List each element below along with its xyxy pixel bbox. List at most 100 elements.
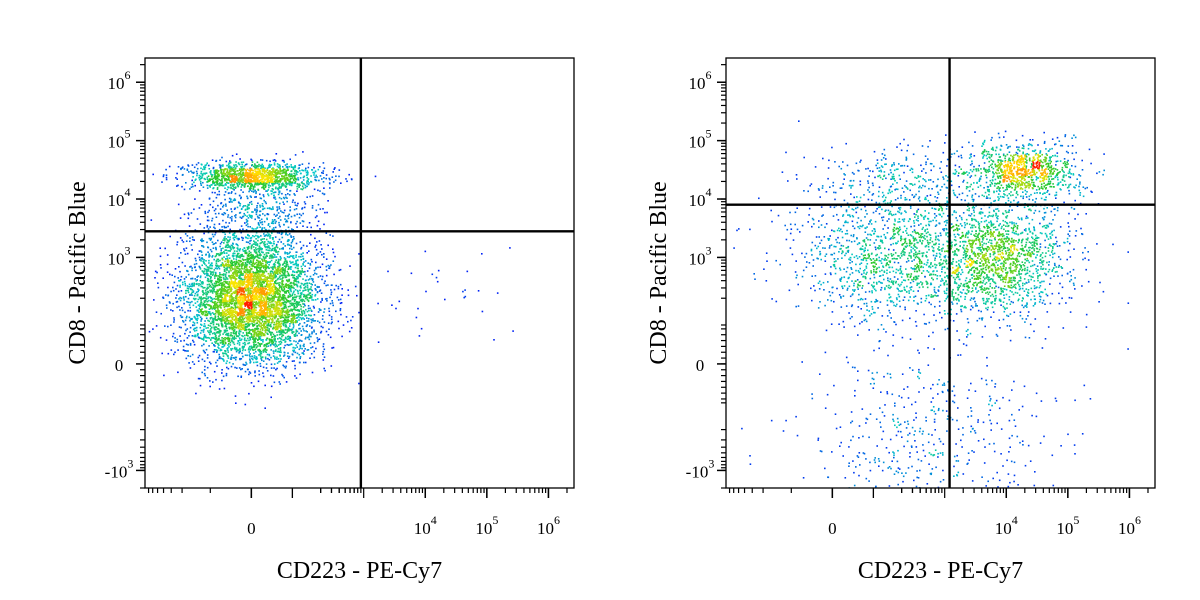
event-dot [245, 241, 248, 243]
event-dot [254, 218, 256, 221]
event-dot [325, 177, 327, 180]
event-dot [249, 240, 251, 242]
event-dot [194, 327, 197, 329]
event-dot [266, 217, 268, 220]
event-dot [207, 211, 209, 214]
event-dot [293, 283, 295, 285]
event-dot [215, 265, 218, 268]
event-dot [272, 266, 274, 268]
event-dot [228, 282, 231, 285]
event-dot [288, 182, 290, 184]
event-dot [251, 185, 254, 187]
event-dot [259, 268, 262, 270]
event-dot [309, 195, 311, 198]
event-dot [249, 323, 251, 325]
event-dot [209, 264, 212, 267]
event-dot [261, 228, 263, 230]
event-dot [189, 367, 192, 369]
event-dot [261, 241, 263, 244]
event-dot [221, 285, 224, 287]
event-dot [300, 282, 303, 285]
event-dot [276, 176, 278, 178]
event-dot [201, 257, 203, 260]
event-dot [171, 274, 173, 276]
event-dot [305, 325, 308, 327]
event-dot [285, 174, 287, 177]
event-dot [202, 302, 205, 305]
event-dot [279, 215, 281, 218]
event-dot [268, 233, 270, 235]
event-dot [280, 286, 282, 288]
event-dot [239, 275, 241, 278]
event-dot [321, 275, 324, 278]
event-dot [191, 269, 193, 272]
event-dot [250, 217, 253, 219]
event-dot [284, 367, 287, 369]
event-dot [234, 303, 236, 305]
event-dot [327, 244, 329, 247]
event-dot [180, 340, 182, 342]
event-dot [248, 235, 250, 237]
event-dot [301, 317, 303, 320]
event-dot [153, 299, 155, 301]
event-dot [215, 303, 218, 305]
event-dot [294, 266, 297, 269]
event-dot [250, 263, 253, 266]
event-dot [398, 300, 401, 303]
event-dot [306, 324, 309, 326]
event-dot [276, 214, 278, 216]
event-dot [219, 332, 221, 334]
event-dot [278, 206, 280, 208]
event-dot [260, 343, 263, 345]
event-dot [210, 312, 212, 315]
event-dot [282, 272, 285, 275]
event-dot [195, 291, 198, 293]
event-dot [260, 182, 262, 184]
event-dot [255, 183, 258, 185]
event-dot [305, 289, 307, 291]
event-dot [185, 292, 187, 294]
event-dot [199, 305, 201, 308]
event-dot [224, 239, 226, 242]
event-dot [323, 282, 326, 285]
event-dot [267, 194, 270, 197]
event-dot [288, 165, 290, 168]
event-dot [272, 352, 275, 354]
event-dot [259, 279, 261, 282]
event-dot [287, 283, 289, 286]
event-dot [202, 304, 204, 307]
event-dot [262, 166, 265, 169]
event-dot [296, 271, 298, 274]
event-dot [294, 333, 297, 335]
event-dot [205, 317, 208, 320]
event-dot [163, 374, 165, 377]
event-dot [227, 236, 229, 238]
event-dot [247, 248, 249, 250]
event-dot [238, 256, 240, 258]
event-dot [212, 180, 215, 183]
event-dot [254, 262, 256, 265]
event-dot [196, 276, 198, 278]
event-dot [220, 183, 222, 186]
event-dot [266, 218, 268, 221]
event-dot [203, 343, 205, 346]
event-dot [247, 234, 249, 237]
event-dot [222, 219, 224, 222]
event-dot [300, 248, 302, 250]
event-dot [216, 284, 219, 287]
event-dot [270, 385, 273, 388]
event-dot [264, 407, 266, 409]
event-dot [202, 260, 205, 263]
event-dot [259, 242, 261, 245]
event-dot [229, 160, 231, 162]
event-dot [292, 321, 294, 324]
event-dot [194, 184, 196, 187]
event-dot [296, 259, 299, 261]
event-dot [282, 331, 285, 334]
event-dot [214, 267, 217, 270]
event-dot [444, 298, 446, 301]
event-dot [315, 174, 317, 177]
event-dot [222, 284, 225, 286]
event-dot [226, 305, 229, 308]
event-dot [265, 339, 268, 341]
